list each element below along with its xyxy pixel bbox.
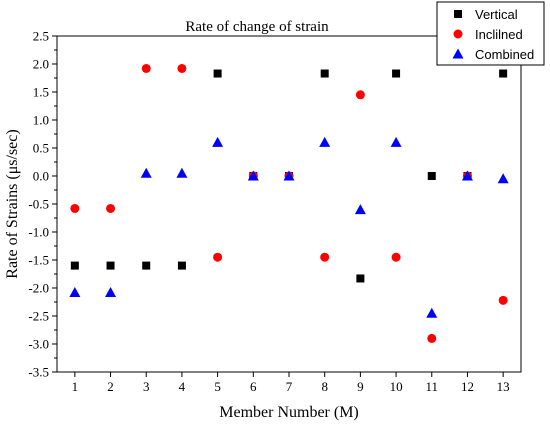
legend: Vertical Inclilned Combined bbox=[436, 1, 545, 66]
point-combined bbox=[247, 170, 259, 181]
x-tick-label: 2 bbox=[107, 379, 114, 394]
y-tick-label: 0.5 bbox=[33, 141, 49, 156]
y-tick-label: -2.5 bbox=[28, 309, 49, 324]
plot-area-frame bbox=[56, 35, 522, 373]
data-points bbox=[69, 63, 509, 343]
y-tick-label: -2.0 bbox=[28, 281, 49, 296]
point-inclilned bbox=[70, 203, 80, 213]
point-inclilned bbox=[177, 63, 187, 73]
point-combined bbox=[319, 136, 331, 147]
point-vertical bbox=[213, 69, 222, 78]
point-inclilned bbox=[320, 252, 330, 262]
point-inclilned bbox=[427, 333, 437, 343]
point-combined bbox=[69, 286, 81, 297]
legend-label-combined: Combined bbox=[475, 47, 534, 62]
x-tick-label: 10 bbox=[390, 379, 403, 394]
point-vertical bbox=[499, 69, 508, 78]
y-tick-label: -1.0 bbox=[28, 225, 49, 240]
point-inclilned bbox=[106, 203, 116, 213]
chart-title: Rate of change of strain bbox=[185, 19, 329, 35]
point-inclilned bbox=[391, 252, 401, 262]
y-tick-label: -3.5 bbox=[28, 365, 49, 380]
x-tick-label: 1 bbox=[72, 379, 79, 394]
x-axis-label: Member Number (M) bbox=[219, 404, 359, 421]
point-vertical bbox=[70, 261, 79, 270]
x-tick-label: 12 bbox=[461, 379, 474, 394]
point-inclilned bbox=[213, 252, 223, 262]
y-axis-ticks: 2.5 2.0 1.5 1.0 0.5 0.0 -0.5 -1.0 -1.5 -2.0 -2.5 -3… bbox=[28, 29, 57, 380]
legend-label-vertical: Vertical bbox=[475, 7, 518, 22]
point-vertical bbox=[356, 274, 365, 283]
point-vertical bbox=[106, 261, 115, 270]
point-combined bbox=[426, 307, 438, 318]
x-tick-label: 8 bbox=[321, 379, 328, 394]
y-tick-label: 2.5 bbox=[33, 29, 49, 44]
point-vertical bbox=[177, 261, 186, 270]
y-tick-label: -3.0 bbox=[28, 337, 49, 352]
legend-marker-vertical bbox=[454, 10, 462, 18]
point-combined bbox=[390, 136, 402, 147]
y-tick-label: 1.0 bbox=[33, 113, 49, 128]
y-tick-label: -0.5 bbox=[28, 197, 49, 212]
y-tick-label: 0.0 bbox=[33, 169, 49, 184]
legend-marker-inclilned bbox=[453, 29, 463, 39]
point-inclilned bbox=[355, 90, 365, 100]
legend-marker-combined bbox=[452, 48, 464, 59]
point-combined bbox=[176, 167, 188, 178]
x-tick-label: 3 bbox=[143, 379, 150, 394]
x-tick-label: 9 bbox=[357, 379, 364, 394]
point-inclilned bbox=[498, 295, 508, 305]
point-vertical bbox=[427, 172, 436, 180]
x-tick-label: 6 bbox=[250, 379, 257, 394]
legend-label-inclilned: Inclilned bbox=[475, 27, 523, 42]
x-tick-label: 13 bbox=[497, 379, 510, 394]
y-axis-label: Rate of Strains (μs/sec) bbox=[4, 129, 21, 278]
x-tick-label: 4 bbox=[179, 379, 186, 394]
y-tick-label: 1.5 bbox=[33, 85, 49, 100]
point-combined bbox=[354, 204, 366, 215]
point-vertical bbox=[320, 69, 329, 78]
y-tick-label: -1.5 bbox=[28, 253, 49, 268]
y-tick-label: 2.0 bbox=[33, 57, 49, 72]
point-vertical bbox=[392, 69, 401, 78]
point-inclilned bbox=[141, 63, 151, 73]
x-tick-label: 5 bbox=[214, 379, 221, 394]
x-tick-label: 7 bbox=[286, 379, 293, 394]
point-combined bbox=[283, 170, 295, 181]
point-combined bbox=[497, 173, 509, 184]
point-vertical bbox=[142, 261, 151, 270]
point-combined bbox=[212, 136, 224, 147]
point-combined bbox=[140, 167, 152, 178]
point-combined bbox=[105, 286, 117, 297]
point-combined bbox=[461, 170, 473, 181]
x-axis-ticks: 1 2 3 4 5 6 7 8 9 10 11 12 13 bbox=[72, 372, 510, 394]
x-tick-label: 11 bbox=[426, 379, 439, 394]
